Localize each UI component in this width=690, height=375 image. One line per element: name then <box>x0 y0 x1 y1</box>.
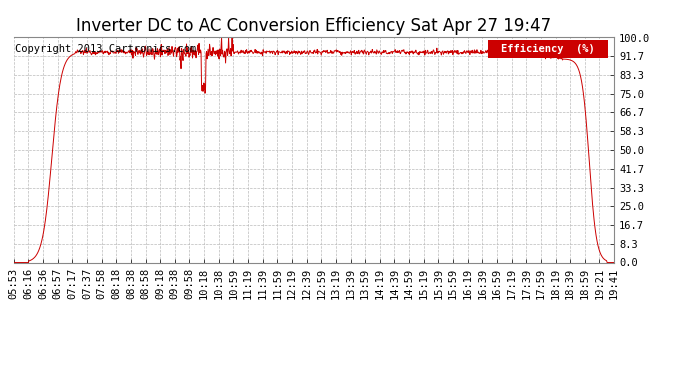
Text: Copyright 2013 Cartronics.com: Copyright 2013 Cartronics.com <box>15 44 196 54</box>
Title: Inverter DC to AC Conversion Efficiency Sat Apr 27 19:47: Inverter DC to AC Conversion Efficiency … <box>77 16 551 34</box>
